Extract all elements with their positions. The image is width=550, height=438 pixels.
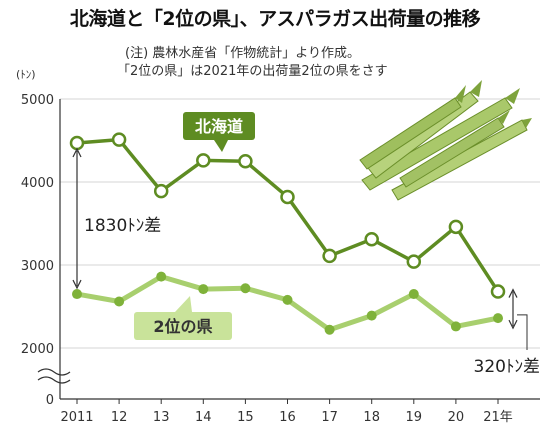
y-unit-label: (ﾄﾝ) bbox=[16, 68, 36, 81]
series-label-second-pref: 2位の県 bbox=[134, 296, 232, 340]
x-tick-label: 15 bbox=[237, 410, 254, 425]
x-tick-label: 12 bbox=[111, 410, 128, 425]
data-point-second-pref bbox=[156, 271, 167, 282]
data-point-hokkaido bbox=[153, 183, 169, 199]
annotations: 北海道 2位の県 1830ﾄﾝ差 320ﾄﾝ差 bbox=[72, 112, 540, 377]
svg-text:2位の県: 2位の県 bbox=[153, 317, 212, 336]
data-point-hokkaido bbox=[238, 154, 253, 169]
svg-text:北海道: 北海道 bbox=[195, 117, 243, 136]
x-tick-label: 19 bbox=[406, 410, 423, 425]
series-label-hokkaido: 北海道 bbox=[183, 112, 255, 152]
source-note: (注) 農林水産省「作物統計」より作成。 bbox=[125, 46, 361, 61]
x-tick-label: 21年 bbox=[483, 410, 513, 425]
data-point-hokkaido bbox=[280, 189, 295, 205]
y-tick-label: 2000 bbox=[21, 342, 54, 357]
x-tick-label: 2011 bbox=[60, 410, 93, 425]
x-tick-label: 20 bbox=[448, 410, 465, 425]
data-point-second-pref bbox=[198, 284, 209, 295]
data-point-second-pref bbox=[240, 283, 251, 294]
axes bbox=[37, 99, 540, 404]
data-point-second-pref bbox=[408, 289, 419, 300]
data-point-hokkaido bbox=[448, 219, 464, 235]
data-point-hokkaido bbox=[111, 132, 127, 147]
y-tick-label: 0 bbox=[46, 393, 54, 408]
y-tick-label: 3000 bbox=[21, 259, 54, 274]
y-tick-label: 5000 bbox=[21, 93, 54, 108]
x-tick-labels: 2011 12 13 14 15 16 17 18 19 20 21年 bbox=[60, 410, 512, 425]
data-point-second-pref bbox=[493, 313, 503, 324]
x-tick-label: 16 bbox=[279, 410, 296, 425]
data-point-second-pref bbox=[450, 321, 461, 332]
gap-label-2011: 1830ﾄﾝ差 bbox=[84, 216, 161, 236]
y-tick-label: 4000 bbox=[21, 176, 54, 191]
data-point-hokkaido bbox=[196, 153, 211, 168]
chart-title: 北海道と「2位の県」、アスパラガス出荷量の推移 bbox=[69, 8, 481, 30]
data-point-second-pref bbox=[282, 294, 293, 305]
gap-label-2021: 320ﾄﾝ差 bbox=[474, 357, 540, 377]
axis-break-mark bbox=[37, 368, 71, 384]
data-point-hokkaido bbox=[322, 248, 337, 264]
definition-note: 「2位の県」は2021年の出荷量2位の県をさす bbox=[117, 64, 388, 79]
x-tick-label: 14 bbox=[195, 410, 212, 425]
x-tick-label: 17 bbox=[321, 410, 338, 425]
data-point-hokkaido bbox=[490, 284, 506, 299]
x-tick-label: 13 bbox=[153, 410, 170, 425]
data-point-hokkaido bbox=[69, 135, 85, 151]
x-tick-label: 18 bbox=[363, 410, 380, 425]
asparagus-illustration bbox=[359, 80, 532, 201]
data-point-second-pref bbox=[114, 296, 125, 307]
data-point-second-pref bbox=[366, 310, 377, 321]
y-tick-labels: 0 2000 3000 4000 5000 bbox=[21, 93, 54, 408]
data-point-hokkaido bbox=[406, 254, 422, 269]
data-point-hokkaido bbox=[364, 232, 379, 247]
data-point-second-pref bbox=[324, 324, 335, 335]
data-point-second-pref bbox=[72, 289, 82, 300]
